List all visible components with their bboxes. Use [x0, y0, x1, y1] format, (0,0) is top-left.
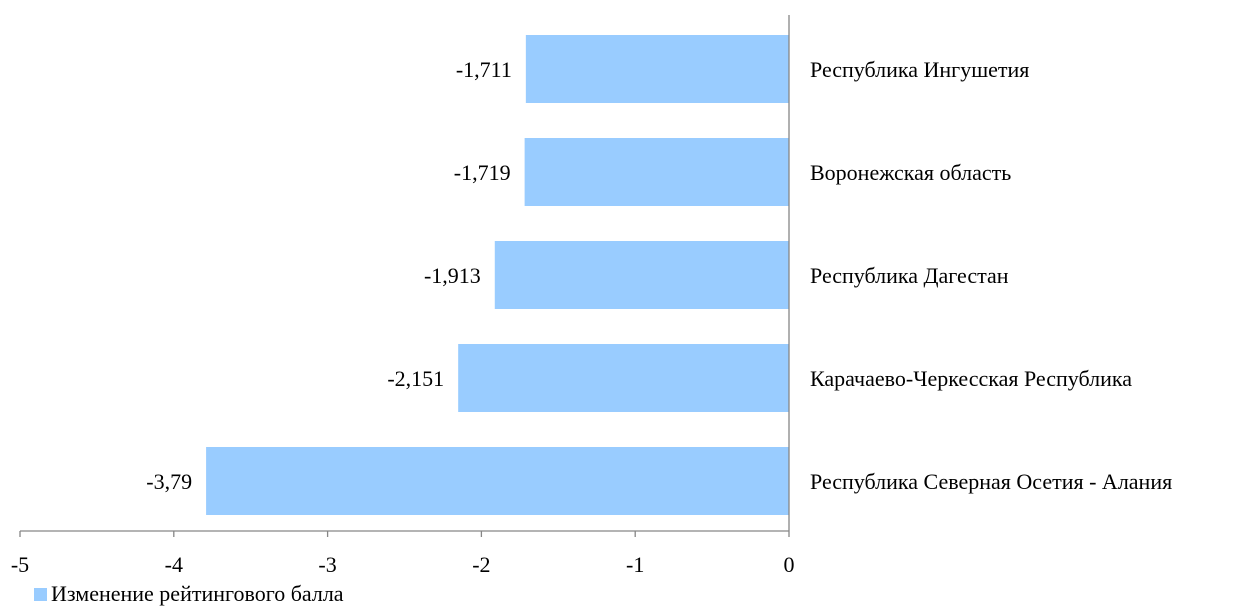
legend: Изменение рейтингового балла: [34, 582, 344, 606]
data-label: -1,913: [424, 263, 481, 288]
x-tick-label: -3: [318, 552, 336, 577]
bar: [525, 35, 789, 103]
category-label: Карачаево-Черкесская Республика: [810, 366, 1132, 391]
x-tick-label: -4: [165, 552, 183, 577]
data-label: -1,719: [454, 160, 511, 185]
data-label: -1,711: [456, 57, 512, 82]
x-tick-label: 0: [784, 552, 795, 577]
legend-label: Изменение рейтингового балла: [51, 581, 344, 606]
bar: [206, 447, 789, 515]
category-label: Республика Ингушетия: [810, 57, 1029, 82]
legend-swatch: [34, 587, 47, 601]
bar: [524, 138, 789, 206]
category-label: Республика Северная Осетия - Алания: [810, 469, 1172, 494]
bar-chart: -1,711 Республика Ингушетия -1,719 Воронежс…: [11, 15, 1172, 577]
bar: [494, 241, 789, 309]
data-label: -3,79: [146, 469, 192, 494]
x-tick-label: -1: [626, 552, 644, 577]
bar: [458, 344, 789, 412]
data-label: -2,151: [387, 366, 444, 391]
category-label: Республика Дагестан: [810, 263, 1009, 288]
x-tick-label: -2: [472, 552, 490, 577]
category-label: Воронежская область: [810, 160, 1011, 185]
x-tick-label: -5: [11, 552, 29, 577]
